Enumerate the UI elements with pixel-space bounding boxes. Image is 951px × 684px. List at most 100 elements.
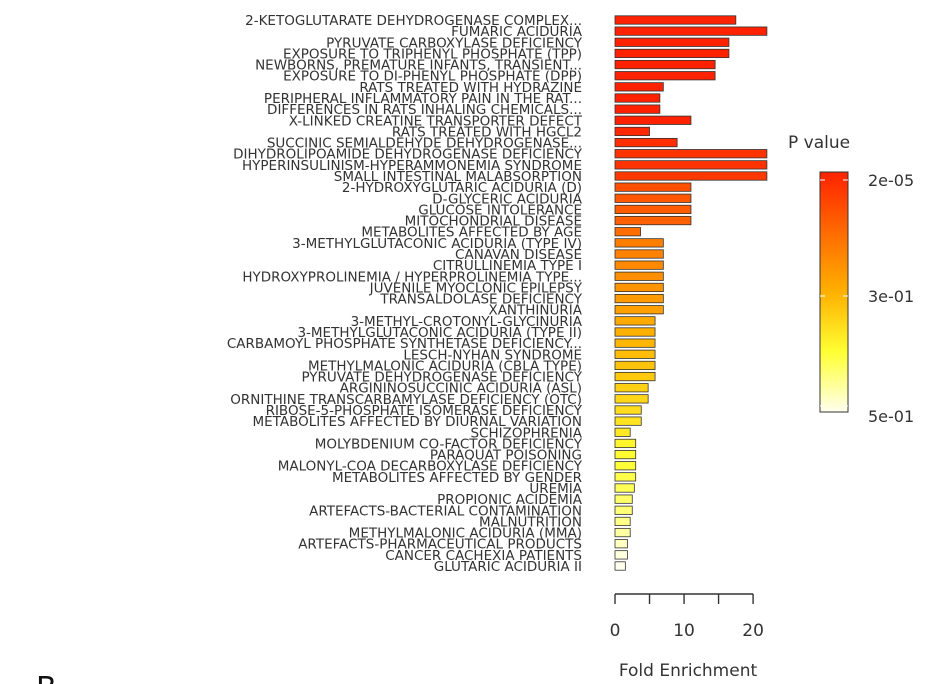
legend-label-top: 2e-05 [868, 171, 914, 190]
bar-label: ARTEFACTS-BACTERIAL CONTAMINATION [309, 503, 582, 519]
bar-label: SCHIZOPHRENIA [470, 425, 582, 441]
panel-label: B [36, 671, 57, 684]
legend-title: P value [788, 133, 850, 153]
bar-label: XANTHINURIA [488, 303, 582, 319]
bar [614, 527, 631, 538]
bar [614, 305, 664, 315]
bar [614, 137, 678, 148]
bar-label: 3-METHYLGLUTACONIC ACIDURIA (TYPE IV) [292, 236, 582, 252]
bar [614, 48, 730, 59]
bar [614, 160, 768, 170]
bar [614, 227, 641, 237]
bar [614, 516, 631, 527]
x-tick-label: 20 [742, 621, 764, 641]
bar [614, 215, 692, 226]
bar-label: GLUTARIC ACIDURIA II [434, 559, 582, 575]
bar [614, 293, 664, 304]
bar-label: PYRUVATE CARBOXYLASE DEFICIENCY [326, 35, 583, 51]
bar-label: MITOCHONDRIAL DISEASE [405, 214, 582, 230]
bar-label: ARTEFACTS-PHARMACEUTICAL PRODUCTS [298, 537, 582, 553]
bar-label: PYRUVATE DEHYDROGENASE DEFICIENCY [301, 370, 582, 386]
bar [614, 349, 656, 359]
bar-label: LESCH-NYHAN SYNDROME [403, 347, 582, 363]
bar [614, 483, 635, 493]
bar [614, 115, 692, 125]
bar-label: SUCCINIC SEMIALDEHYDE DEHYDROGENASE... [267, 136, 582, 152]
x-tick-label: 0 [610, 621, 621, 641]
bar-label: CANCER CACHEXIA PATIENTS [385, 548, 582, 564]
bar [614, 15, 737, 25]
bar-label: CARBAMOYL PHOSPHATE SYNTHETASE DEFICIENC… [227, 336, 582, 352]
pvalue-legend: P value 2e-05 3e-01 5e-01 [788, 133, 914, 426]
bar [614, 383, 649, 393]
bar-label: METABOLITES AFFECTED BY DIURNAL VARIATIO… [252, 414, 582, 430]
bar [614, 316, 656, 326]
bar-label: MALNUTRITION [479, 514, 582, 530]
x-axis: 0 10 20 [610, 593, 764, 641]
bar-label: METABOLITES AFFECTED BY AGE [361, 225, 582, 241]
bar [614, 338, 656, 348]
bar-label: HYPERINSULINISM-HYPERAMMONEMIA SYNDROME [242, 158, 582, 174]
bar [614, 416, 642, 426]
bar [614, 193, 692, 203]
bars [614, 15, 768, 571]
bar [614, 249, 664, 259]
bar [614, 149, 768, 159]
bar-label: RATS TREATED WITH HYDRAZINE [359, 80, 582, 96]
bar [614, 360, 656, 371]
bar [614, 282, 664, 293]
bar-label: CITRULLINEMIA TYPE I [433, 258, 582, 274]
bar-label: PERIPHERAL INFLAMMATORY PAIN IN THE RAT.… [264, 91, 582, 107]
bar-label: METHYLMALONIC ACIDURIA (MMA) [349, 526, 582, 542]
bar-label: X-LINKED CREATINE TRANSPORTER DEFECT [289, 113, 583, 129]
bar-label: MALONYL-COA DECARBOXYLASE DEFICIENCY [278, 459, 583, 475]
bar-label: RATS TREATED WITH HGCL2 [392, 124, 582, 140]
bar-label: METHYLMALONIC ACIDURIA (CBLA TYPE) [308, 358, 582, 374]
bar [614, 126, 650, 137]
bar-label: JUVENILE MYOCLONIC EPILEPSY [369, 280, 583, 296]
bar [614, 82, 664, 92]
bar [614, 494, 633, 504]
bar [614, 539, 628, 549]
bar-label: EXPOSURE TO DI-PHENYL PHOSPHATE (DPP) [283, 69, 582, 85]
bar-label: ORNITHINE TRANSCARBAMYLASE DEFICIENCY (O… [230, 392, 582, 408]
bar-label: NEWBORNS, PREMATURE INFANTS, TRANSIENT..… [255, 58, 582, 74]
bar-label: DIHYDROLIPOAMIDE DEHYDROGENASE DEFICIENC… [233, 147, 583, 163]
bar-label: DIFFERENCES IN RATS INHALING CHEMICALS..… [267, 102, 582, 118]
bar [614, 561, 626, 571]
bar [614, 182, 692, 192]
bar-label: HYDROXYPROLINEMIA / HYPERPROLINEMIA TYPE… [242, 269, 582, 285]
category-labels: 2-KETOGLUTARATE DEHYDROGENASE COMPLEX...… [227, 13, 583, 575]
x-axis-label: Fold Enrichment [619, 661, 758, 681]
legend-label-bottom: 5e-01 [868, 407, 914, 426]
bar-label: D-GLYCERIC ACIDURIA [432, 191, 583, 207]
bar [614, 472, 637, 482]
bar [614, 37, 730, 47]
bar [614, 59, 716, 70]
bar [614, 71, 716, 81]
bar [614, 371, 656, 382]
x-tick-label: 10 [673, 621, 695, 641]
bar [614, 461, 637, 471]
bar-label: RIBOSE-5-PHOSPHATE ISOMERASE DEFICIENCY [266, 403, 583, 419]
bar [614, 104, 661, 114]
bar-label: 2-KETOGLUTARATE DEHYDROGENASE COMPLEX... [245, 13, 582, 29]
bar [614, 238, 664, 248]
bar-label: SMALL INTESTINAL MALABSORPTION [334, 169, 582, 185]
bar [614, 394, 649, 404]
bar-label: FUMARIC ACIDURIA [451, 24, 583, 40]
bar [614, 550, 628, 560]
bar [614, 405, 642, 415]
bar [614, 449, 637, 460]
bar-label: 3-METHYLGLUTACONIC ACIDURIA (TYPE II) [297, 325, 582, 341]
bar [614, 204, 692, 215]
bar [614, 427, 631, 437]
bar-label: PROPIONIC ACIDEMIA [437, 492, 583, 508]
bar [614, 171, 768, 181]
bar-label: GLUCOSE INTOLERANCE [418, 202, 582, 218]
bar [614, 271, 664, 281]
legend-label-mid: 3e-01 [868, 287, 914, 306]
bar-label: MOLYBDENIUM CO-FACTOR DEFICIENCY [315, 436, 583, 452]
bar-label: METABOLITES AFFECTED BY GENDER [332, 470, 582, 486]
